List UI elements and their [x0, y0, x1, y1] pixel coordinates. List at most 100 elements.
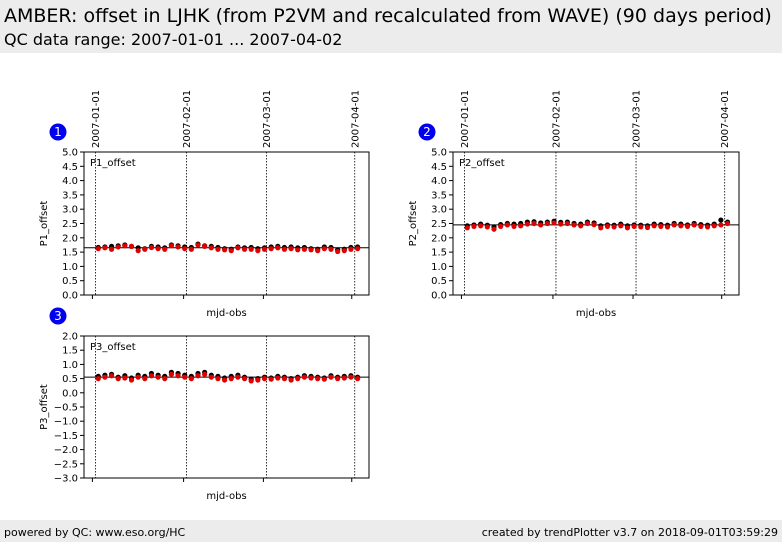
data-point	[644, 224, 651, 231]
data-point	[348, 246, 354, 252]
y-tick-label: 0.0	[62, 388, 78, 399]
data-point	[255, 248, 261, 254]
y-tick-label: 2.5	[431, 219, 447, 230]
data-point	[128, 377, 135, 383]
data-point	[122, 375, 128, 381]
data-point	[175, 244, 181, 250]
data-point	[471, 223, 477, 229]
data-point	[202, 243, 208, 249]
data-point	[255, 377, 261, 383]
data-point	[464, 225, 470, 231]
x-axis-label: mjd-obs	[576, 308, 616, 319]
data-point	[241, 376, 248, 382]
data-point	[215, 376, 221, 382]
data-point	[295, 247, 301, 253]
data-point	[664, 224, 671, 230]
y-tick-label: −2.5	[54, 459, 78, 470]
data-point	[321, 376, 327, 382]
x-axis-label: mjd-obs	[206, 308, 246, 319]
data-point	[301, 246, 307, 252]
y-tick-label: 1.0	[431, 262, 447, 273]
data-point	[478, 223, 484, 229]
data-point	[168, 243, 174, 249]
data-point	[718, 217, 724, 223]
data-point	[281, 246, 288, 252]
y-tick-label: −1.0	[54, 417, 78, 428]
data-point	[188, 376, 194, 382]
data-point	[584, 220, 591, 227]
panel-label: P1_offset	[90, 158, 136, 169]
data-point	[598, 225, 604, 231]
data-point	[335, 248, 341, 255]
data-point	[315, 376, 321, 382]
data-point	[122, 243, 128, 249]
data-point	[315, 248, 321, 254]
footer-bar: powered by QC: www.eso.org/HC created by…	[0, 520, 782, 542]
data-point	[235, 245, 241, 251]
y-tick-label: 4.5	[431, 162, 447, 173]
data-point	[308, 247, 314, 253]
page-title: AMBER: offset in LJHK (from P2VM and rec…	[4, 5, 772, 27]
panel-label: P2_offset	[459, 158, 505, 169]
page-subtitle: QC data range: 2007-01-01 ... 2007-04-02	[4, 30, 343, 49]
data-point	[355, 376, 361, 382]
data-point	[208, 374, 214, 380]
y-tick-label: 1.5	[62, 248, 78, 259]
data-point	[215, 246, 221, 252]
x-date-label: 2007-04-01	[720, 90, 731, 148]
data-point	[155, 374, 161, 380]
y-tick-label: 1.0	[62, 360, 78, 371]
data-point	[128, 243, 135, 249]
x-date-label: 2007-02-01	[182, 90, 193, 148]
y-tick-label: 1.0	[62, 262, 78, 273]
data-point	[115, 244, 121, 250]
data-point	[275, 245, 281, 251]
data-point	[295, 376, 301, 382]
y-tick-label: 2.0	[431, 233, 447, 244]
data-point	[348, 374, 354, 380]
data-point	[281, 376, 288, 382]
y-tick-label: −0.5	[54, 403, 78, 414]
y-tick-label: 0.5	[431, 276, 447, 287]
y-axis-label: P3_offset	[39, 384, 50, 430]
data-point	[301, 374, 307, 380]
data-point	[698, 223, 704, 229]
y-tick-label: 4.0	[62, 176, 78, 187]
y-tick-label: 4.0	[431, 176, 447, 187]
y-tick-label: 1.5	[431, 248, 447, 259]
data-point	[182, 246, 188, 252]
data-point	[578, 223, 584, 229]
data-point	[498, 223, 504, 229]
data-point	[718, 222, 724, 228]
data-point	[235, 374, 241, 380]
data-point	[195, 242, 201, 248]
data-point	[102, 374, 108, 380]
data-point	[182, 374, 188, 380]
data-point	[524, 221, 530, 227]
data-point	[142, 246, 148, 252]
y-tick-label: 1.5	[62, 346, 78, 357]
y-tick-label: 2.0	[62, 233, 78, 244]
plot-frame	[83, 151, 370, 296]
data-point	[108, 373, 115, 379]
y-tick-label: 3.5	[431, 190, 447, 201]
y-tick-label: 2.5	[62, 219, 78, 230]
y-tick-label: 3.0	[431, 205, 447, 216]
plot-frame	[83, 335, 370, 479]
header-bar: AMBER: offset in LJHK (from P2VM and rec…	[0, 0, 782, 53]
data-point	[711, 223, 717, 229]
data-point	[671, 222, 677, 228]
data-point	[341, 375, 347, 381]
data-point	[558, 221, 564, 227]
y-tick-label: 0.5	[62, 374, 78, 385]
y-tick-label: 3.0	[62, 205, 78, 216]
x-date-label: 2007-02-01	[551, 90, 562, 148]
data-point	[484, 224, 490, 230]
data-point	[591, 222, 597, 228]
data-point	[188, 246, 194, 252]
data-point	[275, 375, 281, 381]
data-point	[518, 223, 524, 229]
data-point	[208, 245, 214, 251]
data-point	[571, 222, 577, 228]
